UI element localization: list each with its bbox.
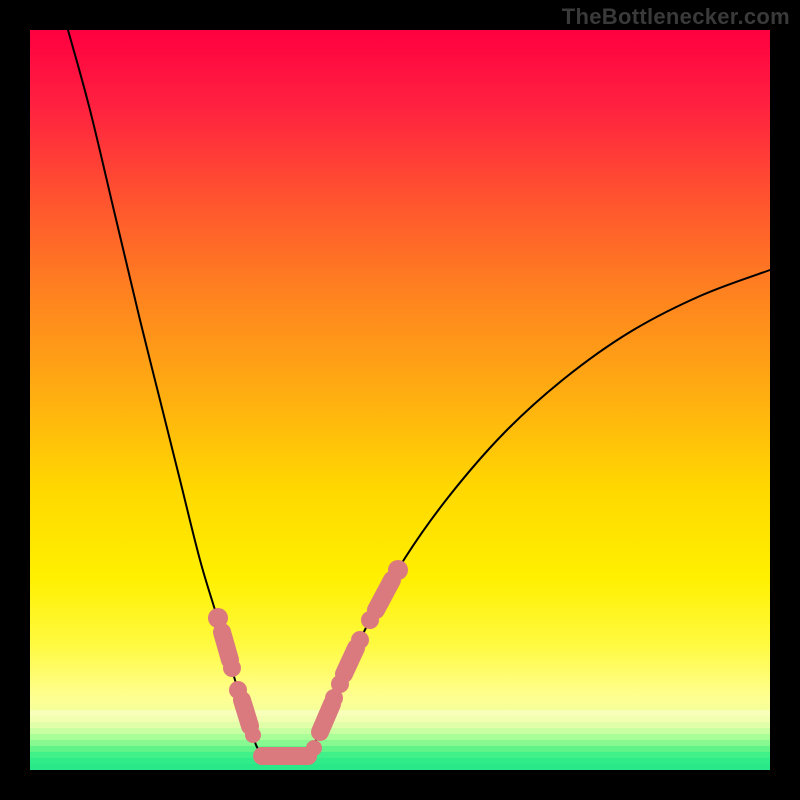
marker-capsule — [320, 704, 332, 732]
marker-capsule — [242, 700, 250, 726]
marker-dot — [351, 631, 369, 649]
marker-capsule — [222, 632, 230, 660]
bottom-stripe — [30, 764, 770, 770]
gradient-background — [30, 30, 770, 770]
bottom-stripe — [30, 710, 770, 716]
marker-dot — [245, 727, 261, 743]
marker-dot — [306, 740, 322, 756]
bottom-stripe — [30, 734, 770, 740]
marker-dot — [388, 560, 408, 580]
marker-dot — [223, 659, 241, 677]
bottom-stripe — [30, 746, 770, 752]
bottom-stripe — [30, 740, 770, 746]
bottom-stripe — [30, 716, 770, 722]
marker-capsule — [344, 648, 356, 674]
bottleneck-chart — [0, 0, 800, 800]
bottom-stripe — [30, 722, 770, 728]
bottom-stripe — [30, 728, 770, 734]
bottom-stripe — [30, 752, 770, 758]
bottom-stripe — [30, 758, 770, 764]
watermark-text: TheBottlenecker.com — [562, 4, 790, 30]
